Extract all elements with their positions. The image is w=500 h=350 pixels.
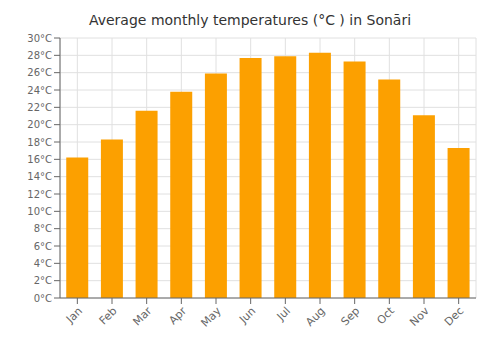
svg-text:Jan: Jan — [63, 304, 85, 326]
svg-text:May: May — [198, 304, 224, 330]
svg-text:Jul: Jul — [274, 304, 293, 323]
svg-text:20°C: 20°C — [27, 119, 52, 130]
svg-text:Sep: Sep — [338, 304, 362, 328]
svg-text:8°C: 8°C — [34, 223, 52, 234]
svg-text:18°C: 18°C — [27, 137, 52, 148]
svg-text:2°C: 2°C — [34, 275, 52, 286]
svg-text:4°C: 4°C — [34, 258, 52, 269]
svg-text:28°C: 28°C — [27, 50, 52, 61]
svg-text:10°C: 10°C — [27, 206, 52, 217]
svg-text:14°C: 14°C — [27, 171, 52, 182]
svg-text:24°C: 24°C — [27, 85, 52, 96]
svg-text:Nov: Nov — [407, 304, 432, 329]
svg-text:0°C: 0°C — [34, 293, 52, 304]
svg-text:6°C: 6°C — [34, 241, 52, 252]
svg-text:Feb: Feb — [97, 304, 120, 327]
html-text:Average monthly temperatures (: Average monthly temperatures (°C ) in So… — [88, 12, 411, 28]
svg-text:16°C: 16°C — [27, 154, 52, 165]
svg-text:Jun: Jun — [236, 304, 258, 326]
svg-text:Oct: Oct — [374, 304, 397, 327]
svg-text:26°C: 26°C — [27, 67, 52, 78]
svg-text:30°C: 30°C — [27, 33, 52, 44]
svg-text:22°C: 22°C — [27, 102, 52, 113]
svg-text:Mar: Mar — [130, 304, 154, 328]
svg-text:Apr: Apr — [166, 304, 189, 327]
svg-text:12°C: 12°C — [27, 189, 52, 200]
svg-text:Dec: Dec — [442, 304, 466, 328]
svg-text:Aug: Aug — [303, 304, 327, 328]
